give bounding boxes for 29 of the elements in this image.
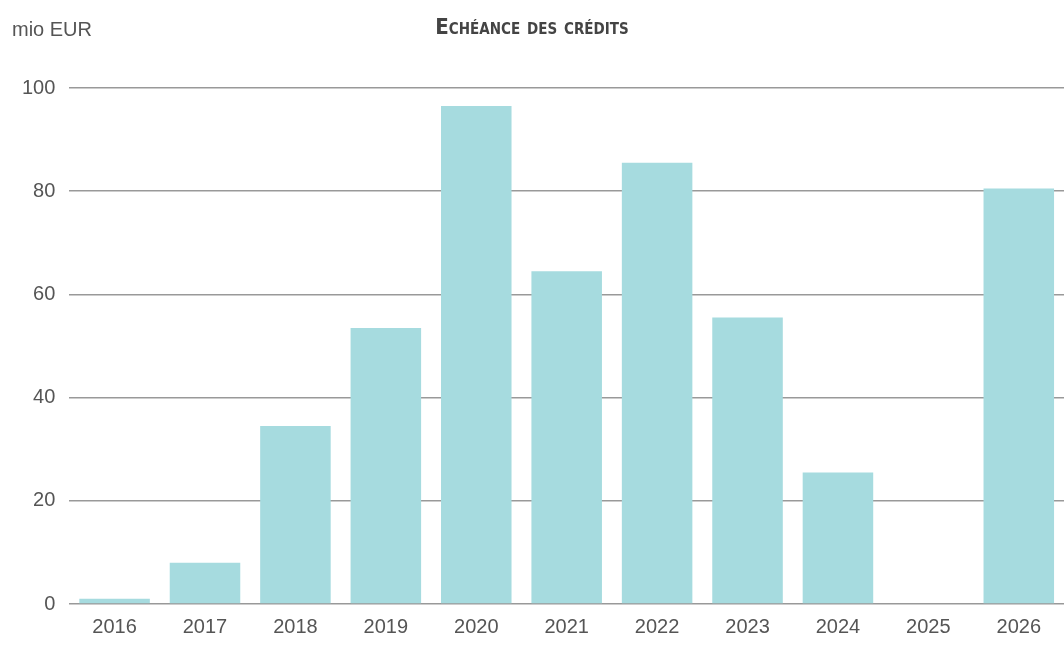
bar: [79, 598, 150, 604]
y-tick-label: 100: [21, 75, 56, 98]
bar: [712, 317, 783, 604]
x-tick-label: 2016: [92, 614, 137, 637]
y-tick-label: 60: [33, 281, 56, 304]
x-tick-label: 2017: [182, 614, 228, 637]
bar: [441, 106, 512, 604]
y-tick-label: 80: [33, 178, 56, 201]
x-tick-label: 2022: [634, 614, 680, 637]
x-tick-label: 2025: [906, 614, 951, 637]
x-tick-label: 2018: [273, 614, 318, 637]
bar: [350, 327, 422, 604]
y-tick-label: 0: [44, 591, 56, 614]
bar: [802, 472, 874, 604]
bar: [169, 562, 241, 604]
x-tick-label: 2023: [725, 614, 770, 637]
chart-title: Echéance des crédits: [435, 14, 629, 39]
x-tick-label: 2021: [544, 614, 589, 637]
x-tick-label: 2019: [363, 614, 409, 637]
y-axis-title: mio EUR: [12, 18, 93, 41]
y-tick-label: 20: [33, 488, 56, 511]
y-tick-label: 40: [33, 385, 56, 408]
bar: [621, 162, 693, 604]
bar: [983, 188, 1055, 604]
bar: [260, 425, 331, 604]
x-tick-label: 2026: [996, 614, 1042, 637]
x-tick-label: 2024: [815, 614, 861, 637]
bar: [531, 271, 602, 604]
x-tick-label: 2020: [454, 614, 499, 637]
